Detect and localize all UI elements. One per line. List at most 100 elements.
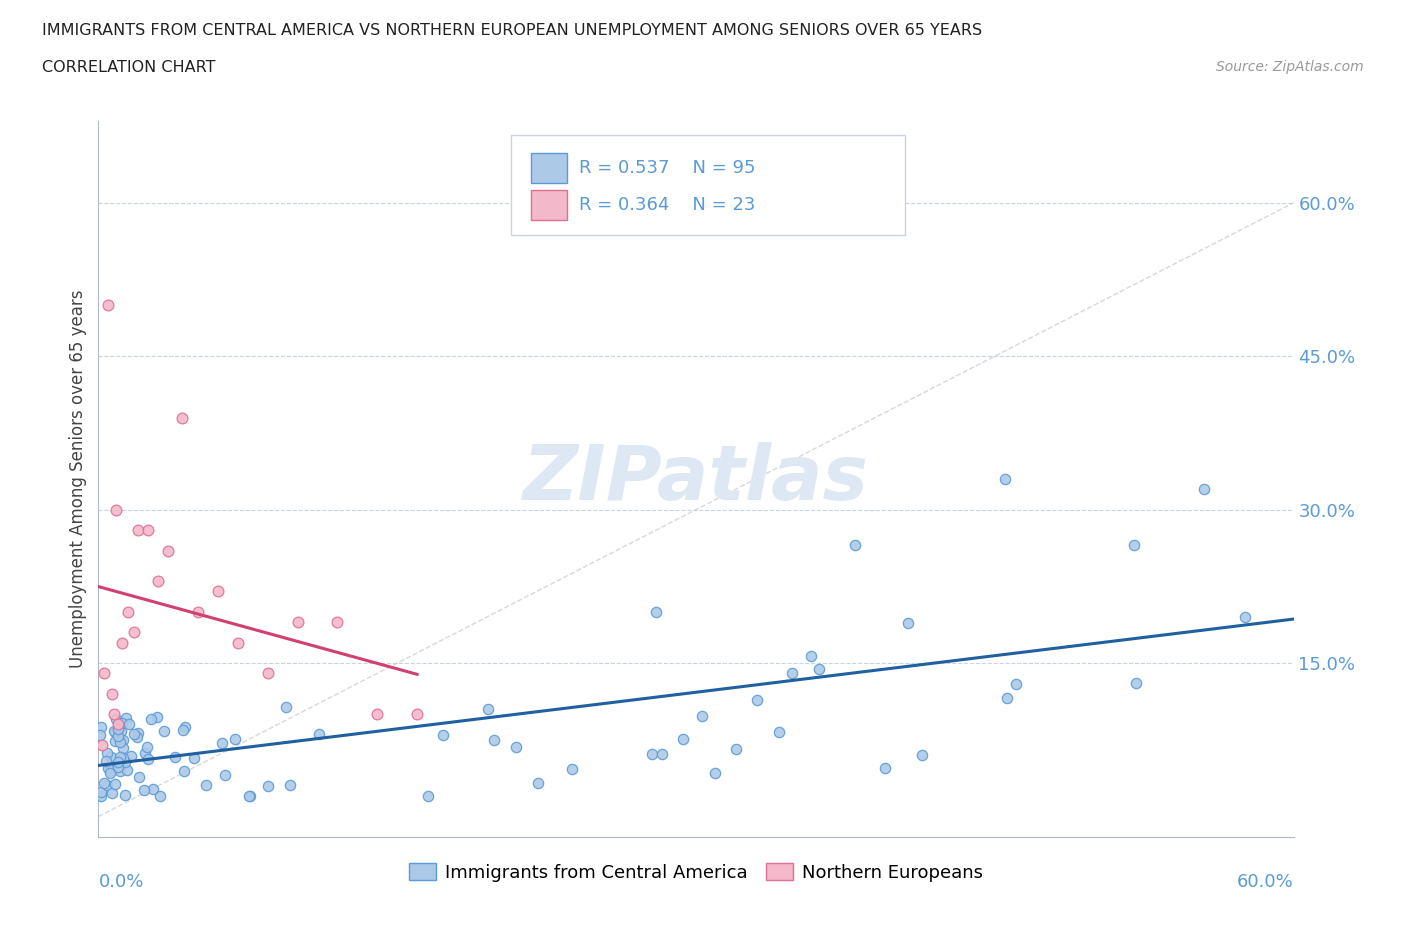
Point (120, 749, 142, 764)
Point (115, 711, 138, 725)
Point (163, 750, 186, 764)
Point (995, 691, 1018, 706)
Point (104, 711, 127, 726)
Point (93, 775, 115, 790)
Point (780, 666, 803, 681)
Point (98, 764, 121, 778)
Point (110, 735, 132, 750)
Point (432, 727, 454, 742)
Point (97, 761, 120, 776)
Point (505, 739, 527, 754)
Point (104, 734, 127, 749)
Point (1125, 676, 1147, 691)
Point (645, 604, 668, 619)
Point (157, 543, 180, 558)
Point (1004, 676, 1026, 691)
Point (124, 726, 146, 741)
FancyBboxPatch shape (510, 135, 905, 235)
FancyBboxPatch shape (531, 191, 567, 220)
Point (703, 766, 725, 781)
Point (111, 751, 134, 765)
Point (651, 747, 673, 762)
Y-axis label: Unemployment Among Seniors over 65 years: Unemployment Among Seniors over 65 years (69, 290, 87, 668)
Point (768, 724, 790, 739)
Text: Source: ZipAtlas.com: Source: ZipAtlas.com (1216, 60, 1364, 74)
Point (724, 741, 747, 756)
Point (418, 789, 440, 804)
Point (226, 635, 249, 650)
Point (183, 751, 205, 765)
Point (94, 753, 117, 768)
Point (406, 707, 429, 722)
Point (146, 710, 169, 724)
Point (128, 769, 150, 784)
Point (1233, 610, 1256, 625)
Point (93, 666, 115, 681)
Point (125, 730, 148, 745)
Point (90, 789, 112, 804)
Point (287, 615, 309, 630)
Point (115, 762, 138, 777)
Point (274, 700, 297, 715)
Point (108, 750, 131, 764)
Point (187, 604, 209, 619)
Point (224, 732, 246, 747)
Point (1192, 482, 1215, 497)
Point (148, 574, 170, 589)
Point (994, 472, 1017, 486)
Point (278, 777, 301, 792)
Point (239, 789, 262, 804)
Point (103, 724, 125, 738)
Point (110, 724, 132, 738)
Point (112, 733, 135, 748)
Point (103, 707, 125, 722)
Point (96, 746, 118, 761)
Point (477, 701, 499, 716)
Point (844, 538, 866, 552)
Point (136, 523, 159, 538)
Point (108, 764, 131, 778)
Point (238, 789, 260, 804)
Point (104, 777, 127, 791)
Point (91, 737, 114, 752)
Point (108, 731, 131, 746)
Point (107, 754, 129, 769)
Point (104, 725, 127, 740)
Point (101, 686, 124, 701)
Text: ZIPatlas: ZIPatlas (523, 442, 869, 516)
Legend: Immigrants from Central America, Northern Europeans: Immigrants from Central America, Norther… (402, 856, 990, 889)
Point (136, 752, 159, 767)
Point (641, 746, 664, 761)
Text: R = 0.537    N = 95: R = 0.537 N = 95 (579, 159, 755, 177)
Point (214, 767, 236, 782)
Point (101, 785, 124, 800)
Point (134, 746, 156, 761)
Point (326, 615, 349, 630)
Point (173, 720, 195, 735)
Text: IMMIGRANTS FROM CENTRAL AMERICA VS NORTHERN EUROPEAN UNEMPLOYMENT AMONG SENIORS : IMMIGRANTS FROM CENTRAL AMERICA VS NORTH… (42, 23, 983, 38)
Point (114, 754, 136, 769)
Point (256, 666, 278, 681)
Point (149, 789, 172, 804)
FancyBboxPatch shape (531, 153, 567, 183)
Point (690, 709, 713, 724)
Point (114, 788, 136, 803)
Point (127, 725, 149, 740)
Point (747, 693, 769, 708)
Point (142, 781, 165, 796)
Point (135, 739, 157, 754)
Point (100, 750, 122, 764)
Point (207, 584, 229, 599)
Point (560, 762, 582, 777)
Point (808, 661, 831, 676)
Point (90, 784, 112, 799)
Point (800, 648, 823, 663)
Point (672, 731, 695, 746)
Point (172, 410, 194, 425)
Point (127, 523, 149, 538)
Point (132, 783, 155, 798)
Point (98, 766, 121, 781)
Point (90, 719, 112, 734)
Text: 0.0%: 0.0% (98, 872, 143, 891)
Point (96, 777, 118, 792)
